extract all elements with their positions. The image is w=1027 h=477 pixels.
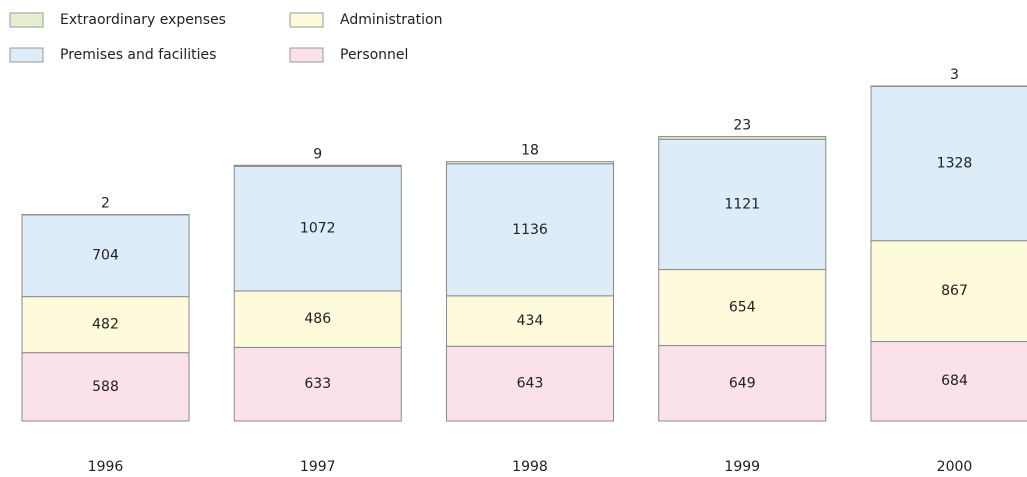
value-label: 867 (941, 283, 968, 299)
value-label: 482 (92, 317, 119, 333)
bar-segment (21, 352, 190, 422)
x-tick-label: 1996 (88, 459, 124, 475)
bar-segment (21, 296, 190, 354)
value-label: 18 (521, 143, 539, 159)
value-label: 684 (941, 373, 968, 389)
bar-segment (446, 163, 614, 297)
legend-swatch (289, 47, 324, 63)
bar-segment (233, 346, 402, 422)
legend-swatch (9, 12, 44, 28)
value-label: 1136 (512, 222, 548, 238)
legend-label: Administration (340, 12, 442, 28)
value-label: 633 (304, 376, 331, 392)
bar-segment (658, 138, 827, 271)
value-label: 654 (729, 300, 756, 316)
bar-segment (446, 345, 614, 422)
bar-segment (233, 165, 402, 292)
bar-segment (870, 340, 1027, 422)
bar-segment (658, 345, 827, 422)
value-label: 434 (517, 313, 544, 329)
bar-segment (446, 161, 614, 165)
legend-label: Extraordinary expenses (60, 12, 226, 28)
value-label: 643 (517, 376, 544, 392)
value-label: 588 (92, 379, 119, 395)
value-label: 649 (729, 375, 756, 391)
x-tick-label: 1999 (724, 459, 760, 475)
bar-segment (446, 295, 614, 347)
value-label: 9 (313, 146, 322, 162)
value-label: 1072 (300, 221, 336, 237)
x-tick-label: 2000 (937, 459, 973, 475)
bar-segment (233, 164, 402, 167)
bar-segment (870, 85, 1027, 242)
value-label: 23 (733, 118, 751, 134)
legend-label: Personnel (340, 47, 408, 63)
legend-swatch (9, 47, 44, 63)
bar-segment (870, 240, 1027, 342)
legend-label: Premises and facilities (60, 47, 216, 63)
value-label: 1328 (937, 156, 973, 172)
x-tick-label: 1997 (300, 459, 336, 475)
value-label: 704 (92, 248, 119, 264)
value-label: 2 (101, 196, 110, 212)
bar-segment (233, 290, 402, 348)
legend-swatch (289, 12, 324, 28)
bar-segment (658, 269, 827, 347)
bar-segment (658, 136, 827, 140)
value-label: 1121 (724, 196, 760, 212)
x-tick-label: 1998 (512, 459, 548, 475)
value-label: 486 (304, 311, 331, 327)
value-label: 3 (950, 67, 959, 83)
